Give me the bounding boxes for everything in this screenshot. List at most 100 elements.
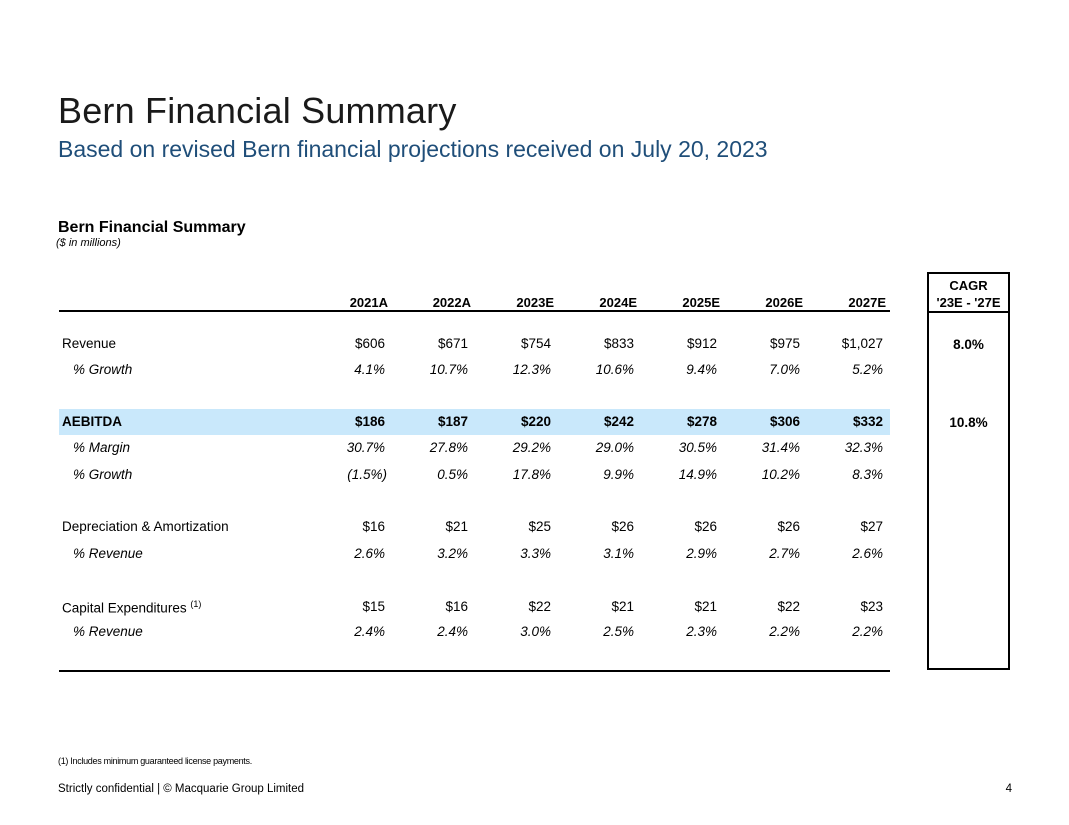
cell: 9.9%: [603, 467, 634, 482]
table-row-da-percent-revenue: % Revenue 2.6% 3.2% 3.3% 3.1% 2.9% 2.7% …: [59, 541, 890, 567]
cagr-aebitda: 10.8%: [949, 415, 988, 430]
cell: 14.9%: [678, 467, 717, 482]
cell: 2.2%: [852, 624, 883, 639]
cagr-header-line1: CAGR: [949, 278, 988, 293]
cell: $220: [520, 414, 551, 429]
cell: $26: [694, 519, 717, 534]
cell: $833: [603, 336, 634, 351]
cell: 9.4%: [686, 362, 717, 377]
cell: 5.2%: [852, 362, 883, 377]
cell: 10.7%: [429, 362, 468, 377]
cell: $26: [611, 519, 634, 534]
cell: $22: [528, 599, 551, 614]
cell: $21: [445, 519, 468, 534]
cell: $22: [777, 599, 800, 614]
cell: $16: [362, 519, 385, 534]
year-header-2023E: 2023E: [516, 295, 554, 310]
row-label: % Growth: [73, 467, 133, 482]
cell: $21: [694, 599, 717, 614]
cell: 2.3%: [686, 624, 717, 639]
cell: 2.6%: [354, 546, 385, 561]
cagr-revenue: 8.0%: [953, 337, 984, 352]
cell: $278: [686, 414, 717, 429]
cell: 8.3%: [852, 467, 883, 482]
row-label: Revenue: [62, 336, 117, 351]
cell: 12.3%: [512, 362, 551, 377]
table-row-aebitda: AEBITDA $186 $187 $220 $242 $278 $306 $3…: [59, 409, 890, 435]
row-label: Depreciation & Amortization: [62, 519, 229, 534]
cell: $21: [611, 599, 634, 614]
cell: 0.5%: [437, 467, 468, 482]
table-row-depreciation-amortization: Depreciation & Amortization $16 $21 $25 …: [59, 514, 890, 540]
cell: 4.1%: [354, 362, 385, 377]
cell: $1,027: [841, 336, 883, 351]
page-subtitle: Based on revised Bern financial projecti…: [58, 136, 768, 162]
cell: $912: [686, 336, 717, 351]
cell: 3.3%: [520, 546, 551, 561]
cell: 2.4%: [437, 624, 468, 639]
cell: 32.3%: [844, 440, 883, 455]
cell: 29.2%: [512, 440, 551, 455]
footnote-ref: (1): [190, 599, 202, 609]
cell: $332: [852, 414, 883, 429]
year-header-2022A: 2022A: [432, 295, 471, 310]
row-label: AEBITDA: [62, 414, 122, 429]
table-row-aebitda-margin: % Margin 30.7% 27.8% 29.2% 29.0% 30.5% 3…: [59, 435, 890, 461]
row-label: % Revenue: [73, 624, 143, 639]
table-title: Bern Financial Summary: [58, 219, 246, 236]
row-label: % Growth: [73, 362, 133, 377]
year-header-2025E: 2025E: [682, 295, 720, 310]
row-label: % Revenue: [73, 546, 143, 561]
row-label: Capital Expenditures (1): [62, 599, 201, 616]
table-row-capex-percent-revenue: % Revenue 2.4% 2.4% 3.0% 2.5% 2.3% 2.2% …: [59, 619, 890, 645]
cagr-column: CAGR '23E - '27E 8.0% 10.8%: [927, 272, 1010, 670]
cell: 3.0%: [520, 624, 551, 639]
year-header-2024E: 2024E: [599, 295, 637, 310]
cell: 2.5%: [603, 624, 634, 639]
year-header-2026E: 2026E: [765, 295, 803, 310]
table-bottom-rule: [59, 670, 890, 672]
table-row-aebitda-growth: % Growth (1.5%) 0.5% 17.8% 9.9% 14.9% 10…: [59, 462, 890, 488]
cell: $606: [354, 336, 385, 351]
cell: $306: [769, 414, 800, 429]
cell: 29.0%: [595, 440, 634, 455]
cell: 2.2%: [769, 624, 800, 639]
cell: $754: [520, 336, 551, 351]
cagr-header: CAGR '23E - '27E: [929, 277, 1008, 311]
cell: $186: [354, 414, 385, 429]
cell: $15: [362, 599, 385, 614]
table-row-revenue-growth: % Growth 4.1% 10.7% 12.3% 10.6% 9.4% 7.0…: [59, 357, 890, 383]
year-header-2021A: 2021A: [349, 295, 388, 310]
cell: 10.6%: [595, 362, 634, 377]
cell: 3.2%: [437, 546, 468, 561]
cell: $16: [445, 599, 468, 614]
cell: 30.5%: [678, 440, 717, 455]
table-row-revenue: Revenue $606 $671 $754 $833 $912 $975 $1…: [59, 331, 890, 357]
cell: 31.4%: [761, 440, 800, 455]
cell: $671: [437, 336, 468, 351]
cell: 3.1%: [603, 546, 634, 561]
cell: $25: [528, 519, 551, 534]
footnote: (1) Includes minimum guaranteed license …: [58, 756, 252, 766]
page-number: 4: [1005, 783, 1012, 795]
year-header-2027E: 2027E: [848, 295, 886, 310]
header-rule: [59, 310, 890, 312]
cell: $187: [437, 414, 468, 429]
cell: 10.2%: [761, 467, 800, 482]
table-units: ($ in millions): [56, 237, 121, 249]
cagr-header-line2: '23E - '27E: [936, 295, 1001, 310]
cell: $27: [860, 519, 883, 534]
cell: 27.8%: [429, 440, 468, 455]
cagr-header-rule: [929, 311, 1008, 313]
table-row-capital-expenditures: Capital Expenditures (1) $15 $16 $22 $21…: [59, 594, 890, 620]
cell: $975: [769, 336, 800, 351]
cell: $242: [603, 414, 634, 429]
cell: $26: [777, 519, 800, 534]
footer-text: Strictly confidential | © Macquarie Grou…: [58, 783, 305, 795]
cell: 2.7%: [769, 546, 800, 561]
cell: 2.4%: [354, 624, 385, 639]
cell: 2.6%: [852, 546, 883, 561]
cell: 17.8%: [512, 467, 551, 482]
page-title: Bern Financial Summary: [58, 90, 457, 131]
cell: 7.0%: [769, 362, 800, 377]
